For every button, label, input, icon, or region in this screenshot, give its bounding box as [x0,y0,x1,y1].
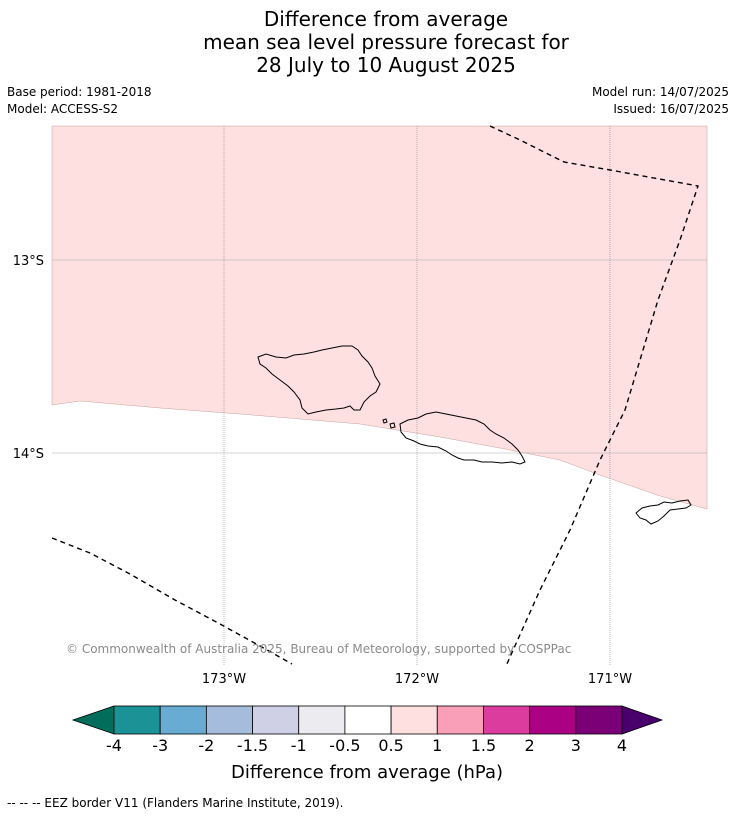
colorbar-segment [390,705,438,735]
colorbar-extend-low [71,705,115,735]
lat-label-14s: 14°S [13,447,44,462]
apolima-islet [389,422,396,429]
title-line-1: Difference from average [263,7,509,31]
colorbar-segment [529,705,577,735]
colorbar-title: Difference from average (hPa) [231,762,503,783]
meta-right: Model run: 14/07/2025 Issued: 16/07/2025 [592,84,729,118]
colorbar-segment [205,705,253,735]
colorbar-segment [575,705,623,735]
colorbar-tick-label: 2 [525,736,535,755]
colorbar [71,705,664,735]
title-line-2: mean sea level pressure forecast for [203,30,569,54]
colorbar-tick-label: -1 [291,736,307,755]
lon-label-173w: 173°W [202,672,246,687]
upolu-island [399,411,526,465]
lon-label-171w: 171°W [588,672,632,687]
colorbar-segment [436,705,484,735]
colorbar-tick-label: 3 [571,736,581,755]
colorbar-segment [483,705,531,735]
copyright-text: © Commonwealth of Australia 2025, Bureau… [66,642,571,656]
eez-legend-note: -- -- -- EEZ border V11 (Flanders Marine… [7,796,344,810]
colorbar-segment [113,705,161,735]
colorbar-tick-label: 4 [617,736,627,755]
colorbar-tick-label: 1.5 [471,736,496,755]
manono-islet [382,418,388,424]
lon-label-172w: 172°W [395,672,439,687]
colorbar-tick-label: -0.5 [329,736,360,755]
lat-label-13s: 13°S [13,254,44,269]
colorbar-tick-labels: -4 -3 -2 -1.5 -1 -0.5 0.5 1 1.5 2 3 4 [106,736,627,755]
colorbar-tick-label: 1 [432,736,442,755]
eez-border-south [51,537,293,665]
colorbar-tick-label: -2 [198,736,214,755]
colorbar-tick-label: -1.5 [237,736,268,755]
colorbar-segment [252,705,300,735]
colorbar-segment [344,705,392,735]
colorbar-tick-label: -3 [152,736,168,755]
tutuila-island [635,499,692,525]
meta-left: Base period: 1981-2018 Model: ACCESS-S2 [7,84,152,118]
colorbar-tick-label: 0.5 [378,736,403,755]
title-line-3: 28 July to 10 August 2025 [256,53,516,77]
model-name: Model: ACCESS-S2 [7,102,119,116]
map-title: Difference from average mean sea level p… [0,8,736,77]
map-panel: © Commonwealth of Australia 2025, Bureau… [51,125,708,667]
colorbar-segment [159,705,207,735]
positive-anomaly-region [51,125,708,510]
colorbar-tick-label: -4 [106,736,122,755]
savaii-island [257,345,381,415]
colorbar-extend-high [621,705,664,735]
eez-border-north [489,125,699,667]
issued-date: Issued: 16/07/2025 [613,102,729,116]
base-period: Base period: 1981-2018 [7,85,152,99]
colorbar-segment [298,705,346,735]
model-run: Model run: 14/07/2025 [591,85,729,99]
